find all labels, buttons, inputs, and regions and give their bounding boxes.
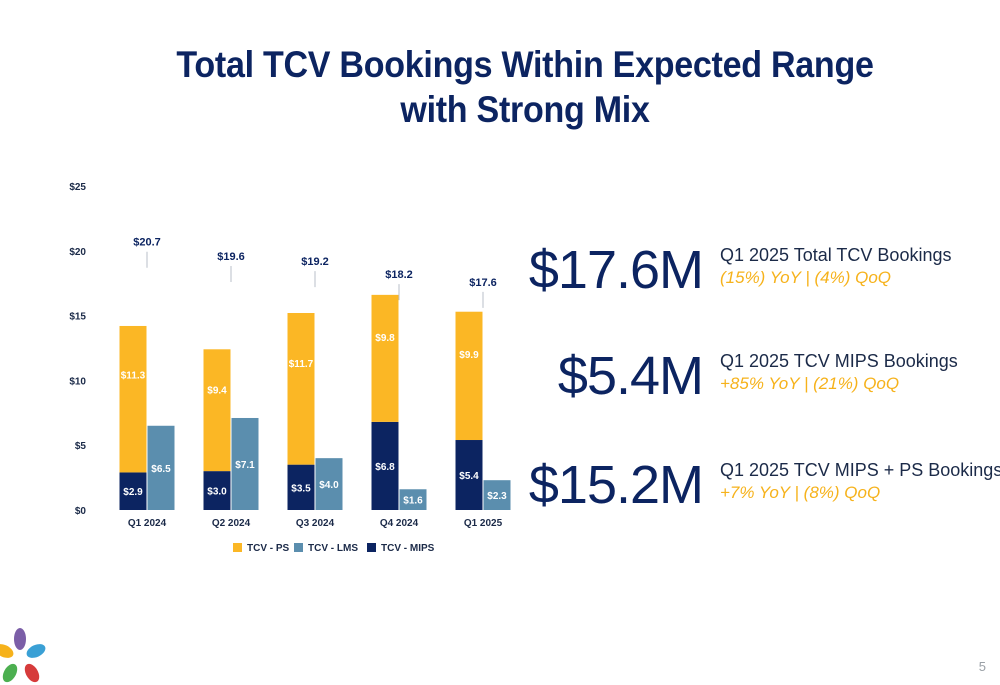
bar-tcv-ps bbox=[455, 311, 483, 441]
bar-tcv-lms bbox=[147, 425, 175, 510]
x-tick-label: Q1 2024 bbox=[128, 518, 167, 529]
y-tick-label: $20 bbox=[69, 247, 86, 258]
total-label: $19.2 bbox=[301, 256, 329, 268]
y-tick-label: $15 bbox=[69, 312, 86, 323]
total-label: $20.7 bbox=[133, 237, 161, 249]
title-line-1: Total TCV Bookings Within Expected Range bbox=[176, 44, 874, 85]
bar-tcv-ps bbox=[371, 294, 399, 422]
data-label-lms: $1.6 bbox=[403, 496, 423, 507]
bar-tcv-ps bbox=[203, 349, 231, 472]
data-label-mips: $3.5 bbox=[291, 483, 311, 494]
data-label-ps: $9.9 bbox=[459, 350, 479, 361]
legend-swatch bbox=[294, 543, 303, 552]
bar-tcv-ps bbox=[119, 325, 147, 473]
bar-tcv-lms bbox=[315, 458, 343, 510]
y-tick-label: $0 bbox=[75, 506, 87, 517]
data-label-ps: $9.4 bbox=[207, 385, 227, 396]
bar-tcv-mips bbox=[203, 471, 231, 510]
legend-label: TCV - LMS bbox=[308, 543, 358, 554]
metric-label: Q1 2025 TCV MIPS + PS Bookings bbox=[720, 460, 1000, 480]
data-label-lms: $6.5 bbox=[151, 464, 171, 475]
x-tick-label: Q1 2025 bbox=[464, 518, 503, 529]
metric-value: $15.2M bbox=[528, 455, 704, 515]
legend-swatch bbox=[367, 543, 376, 552]
bar-tcv-lms bbox=[399, 489, 427, 510]
total-label: $18.2 bbox=[385, 269, 413, 281]
data-label-lms: $7.1 bbox=[235, 460, 255, 471]
legend-swatch bbox=[233, 543, 242, 552]
bar-tcv-lms bbox=[483, 480, 511, 510]
company-logo bbox=[0, 628, 46, 683]
data-label-ps: $11.7 bbox=[289, 359, 314, 370]
y-tick-label: $10 bbox=[69, 376, 86, 387]
title-line-2: with Strong Mix bbox=[400, 89, 650, 130]
y-tick-label: $25 bbox=[69, 182, 86, 193]
metric-label: Q1 2025 Total TCV Bookings bbox=[720, 245, 952, 265]
bar-tcv-mips bbox=[455, 440, 483, 510]
total-label: $19.6 bbox=[217, 251, 245, 263]
metric-value: $5.4M bbox=[557, 346, 704, 406]
bar-tcv-mips bbox=[371, 421, 399, 510]
metric-change: (15%) YoY | (4%) QoQ bbox=[720, 268, 892, 287]
data-label-mips: $5.4 bbox=[459, 471, 479, 482]
data-label-lms: $2.3 bbox=[487, 491, 507, 502]
data-label-mips: $2.9 bbox=[123, 487, 143, 498]
metric-mips-tcv: $5.4M Q1 2025 TCV MIPS Bookings +85% YoY… bbox=[540, 346, 995, 416]
data-label-ps: $11.3 bbox=[121, 370, 146, 381]
metric-label: Q1 2025 TCV MIPS Bookings bbox=[720, 351, 958, 371]
legend-label: TCV - MIPS bbox=[381, 543, 435, 554]
metric-value: $17.6M bbox=[528, 240, 704, 300]
bar-tcv-mips bbox=[119, 472, 147, 510]
metric-change: +85% YoY | (21%) QoQ bbox=[720, 374, 900, 393]
x-tick-label: Q4 2024 bbox=[380, 518, 419, 529]
x-tick-label: Q3 2024 bbox=[296, 518, 335, 529]
x-tick-label: Q2 2024 bbox=[212, 518, 251, 529]
metric-mips-ps-tcv: $15.2M Q1 2025 TCV MIPS + PS Bookings +7… bbox=[529, 455, 1000, 525]
slide-title: Total TCV Bookings Within Expected Range… bbox=[42, 42, 1000, 132]
data-label-lms: $4.0 bbox=[319, 480, 339, 491]
legend-label: TCV - PS bbox=[247, 543, 290, 554]
bar-tcv-ps bbox=[287, 313, 315, 465]
tcv-bookings-chart: $0 $5 $10 $15 $20 $25 $2.9 $11.3 $6.5 $20.7 Q1 202… bbox=[69, 182, 511, 554]
total-label: $17.6 bbox=[469, 277, 497, 289]
y-tick-label: $5 bbox=[75, 441, 87, 452]
metric-change: +7% YoY | (8%) QoQ bbox=[720, 483, 881, 502]
metric-total-tcv: $17.6M Q1 2025 Total TCV Bookings (15%) … bbox=[529, 240, 995, 310]
page-number: 5 bbox=[978, 659, 986, 674]
bar-tcv-mips bbox=[287, 464, 315, 510]
data-label-ps: $9.8 bbox=[375, 333, 395, 344]
data-label-mips: $3.0 bbox=[207, 487, 227, 498]
bar-tcv-lms bbox=[231, 417, 259, 510]
data-label-mips: $6.8 bbox=[375, 462, 395, 473]
